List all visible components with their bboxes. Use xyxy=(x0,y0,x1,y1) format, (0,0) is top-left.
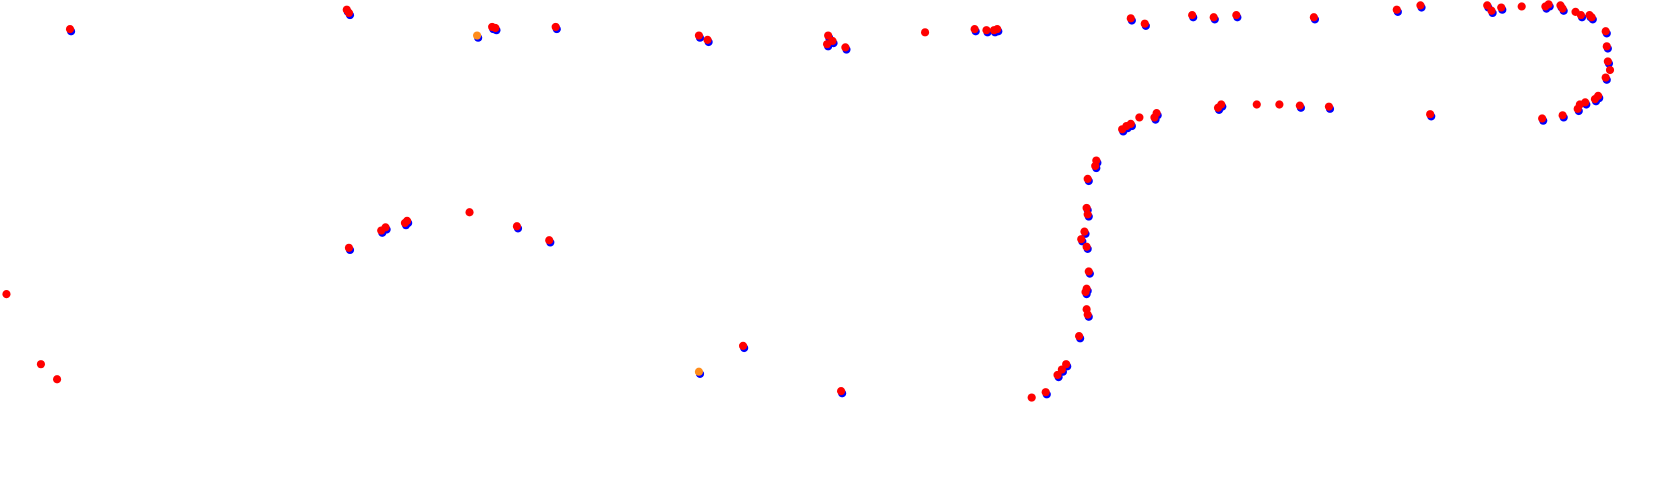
data-point xyxy=(1083,310,1092,319)
data-point xyxy=(1082,242,1091,251)
data-point xyxy=(344,8,354,18)
data-point xyxy=(65,24,75,34)
data-point xyxy=(1603,57,1612,66)
data-point xyxy=(1275,100,1284,109)
data-point xyxy=(36,360,46,369)
data-point xyxy=(1082,203,1091,213)
data-point xyxy=(694,367,704,376)
data-point xyxy=(828,36,837,46)
data-point xyxy=(982,26,991,35)
data-point xyxy=(2,290,11,299)
data-point xyxy=(1188,10,1197,20)
data-point xyxy=(1027,393,1036,402)
data-point xyxy=(1416,1,1425,10)
data-point xyxy=(1077,235,1086,244)
data-point xyxy=(1587,13,1596,22)
data-point xyxy=(1487,6,1496,15)
data-point xyxy=(1084,267,1093,276)
data-point xyxy=(703,35,712,44)
data-point xyxy=(1324,102,1334,111)
data-point xyxy=(1426,110,1435,119)
data-point xyxy=(1517,2,1526,11)
data-point xyxy=(1083,210,1092,219)
data-point xyxy=(52,375,62,384)
data-point xyxy=(1081,287,1090,297)
data-point xyxy=(344,243,354,252)
data-point xyxy=(1605,65,1615,75)
data-point xyxy=(1602,42,1611,51)
data-point xyxy=(1053,370,1062,380)
data-point xyxy=(1118,125,1127,134)
data-point xyxy=(1074,332,1084,341)
data-point xyxy=(920,28,930,37)
data-point xyxy=(472,31,482,40)
data-point xyxy=(1126,14,1135,23)
data-point xyxy=(1573,104,1582,113)
data-point xyxy=(738,341,748,350)
data-point xyxy=(836,387,846,396)
data-point xyxy=(1576,10,1586,20)
data-point xyxy=(551,22,560,32)
plot-marks xyxy=(2,0,1615,402)
data-point xyxy=(491,23,500,33)
data-point xyxy=(1083,174,1092,183)
data-point xyxy=(1232,10,1241,20)
data-point xyxy=(1140,19,1149,28)
data-point xyxy=(545,236,554,245)
data-point xyxy=(694,31,704,40)
data-point xyxy=(1041,388,1050,397)
data-point xyxy=(993,24,1002,34)
data-point xyxy=(1080,227,1089,236)
data-point xyxy=(1392,5,1401,14)
data-point xyxy=(1213,103,1223,112)
data-point xyxy=(1601,73,1610,82)
data-point xyxy=(1295,101,1304,110)
data-point xyxy=(1558,111,1567,120)
data-point xyxy=(1544,0,1553,9)
data-point xyxy=(1135,113,1144,122)
data-point xyxy=(465,208,474,217)
data-point xyxy=(1558,4,1567,13)
data-point xyxy=(1590,95,1600,104)
data-point xyxy=(1497,3,1506,12)
data-point xyxy=(1309,13,1318,22)
data-point xyxy=(1091,161,1100,171)
data-point xyxy=(970,24,979,34)
data-point xyxy=(402,216,412,225)
data-point xyxy=(1538,114,1547,123)
data-point xyxy=(512,222,522,231)
data-point xyxy=(381,223,390,232)
data-point xyxy=(1150,113,1159,122)
data-point xyxy=(1252,100,1261,109)
data-point xyxy=(841,43,850,52)
data-point xyxy=(1601,27,1610,36)
data-point xyxy=(1209,13,1218,22)
